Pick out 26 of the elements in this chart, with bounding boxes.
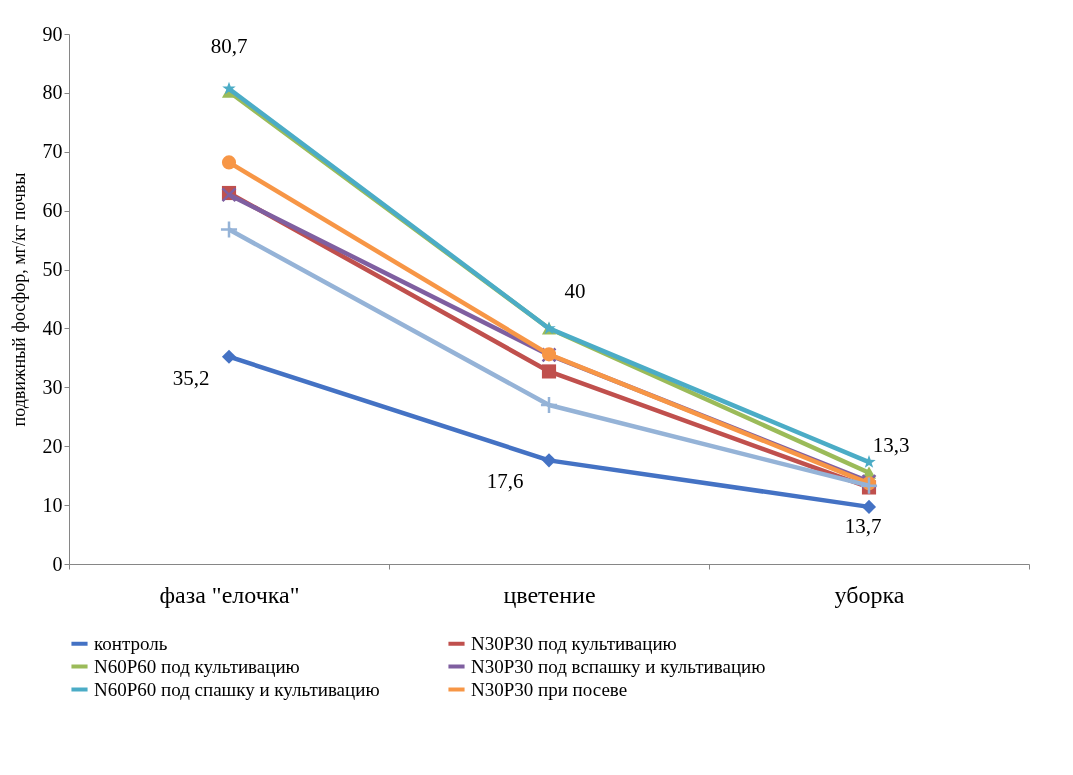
annotation: 13,3 [872,432,910,457]
legend-label: N30P30 под вспашку и культивацию [471,655,766,677]
y-axis-title: подвижный фосфор, мг/кг почвы [8,172,29,427]
y-tick-label: 90 [42,22,63,45]
y-tick-label: 10 [42,493,63,516]
legend-label: контроль [94,632,168,654]
annotation: 17,6 [486,469,524,494]
annotation: 40 [564,279,586,304]
x-tick-label: фаза "елочка" [159,581,300,608]
x-tick-label: уборка [834,581,905,608]
x-tick-label: цветение [503,581,596,608]
legend-label: N60P60 под спашку и культивацию [94,678,380,700]
legend-label: N30P30 под культивацию [471,632,677,654]
y-tick-label: 40 [42,316,63,339]
y-tick-label: 0 [52,552,63,575]
y-tick-label: 60 [42,199,63,222]
y-tick-label: 70 [42,140,63,163]
legend-label: N30P30 при посеве [471,678,628,700]
annotation: 35,2 [172,365,210,390]
annotation: 13,7 [844,514,882,539]
y-tick-label: 50 [42,258,63,281]
y-tick-label: 20 [42,434,63,457]
y-tick-label: 80 [42,81,63,104]
annotation: 80,7 [210,33,248,58]
y-tick-label: 30 [42,375,63,398]
legend-label: N60P60 под культивацию [94,655,300,677]
